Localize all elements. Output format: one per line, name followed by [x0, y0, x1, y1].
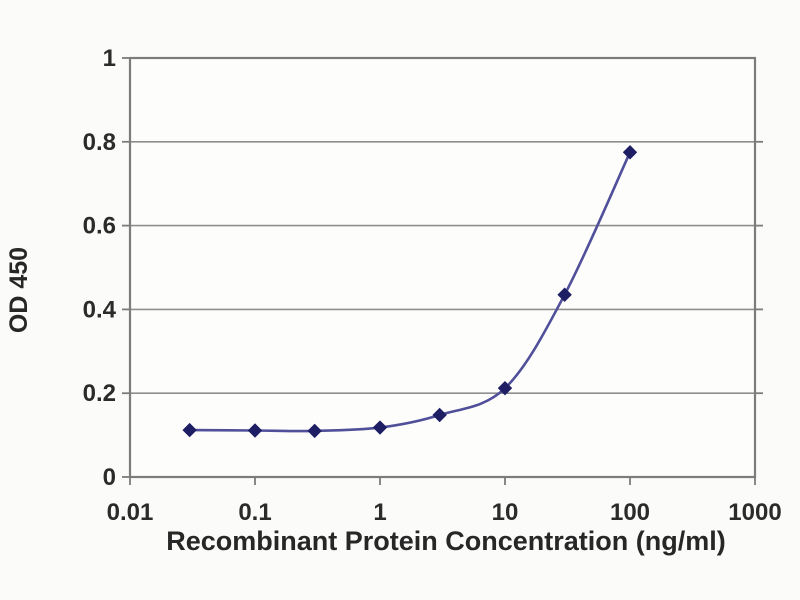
y-tick-label: 0.6 [83, 213, 116, 240]
data-point-diamond [557, 287, 572, 302]
y-tick-label: 0.2 [83, 380, 116, 407]
chart-generated-layer: 0 0.2 0.4 0.6 0.8 1 0.01 0.1 1 10 100 1000 [83, 45, 782, 526]
plot-border [128, 56, 757, 479]
y-axis-title: OD 450 [5, 247, 33, 333]
data-point-diamond [432, 407, 447, 423]
x-axis-title: Recombinant Protein Concentration (ng/ml… [166, 526, 726, 556]
y-tick-label: 0 [103, 464, 116, 491]
data-point-diamond [182, 422, 197, 438]
x-tick-label: 10 [492, 499, 519, 526]
y-tick-label: 0.4 [83, 296, 117, 323]
data-point-diamond [497, 380, 513, 396]
data-point-diamond [622, 145, 638, 160]
x-tick-label: 0.1 [238, 499, 271, 526]
data-point-diamond [247, 423, 263, 438]
x-tick-label: 0.01 [107, 499, 154, 526]
data-point-diamond [307, 423, 322, 439]
x-tick-label: 1 [373, 499, 386, 526]
plot-area [130, 58, 755, 477]
data-point-diamond [372, 420, 388, 435]
x-tick-label: 1000 [728, 499, 781, 526]
x-tick-label: 100 [610, 499, 650, 526]
y-tick-label: 1 [103, 45, 116, 72]
y-tick-label: 0.8 [83, 129, 116, 156]
